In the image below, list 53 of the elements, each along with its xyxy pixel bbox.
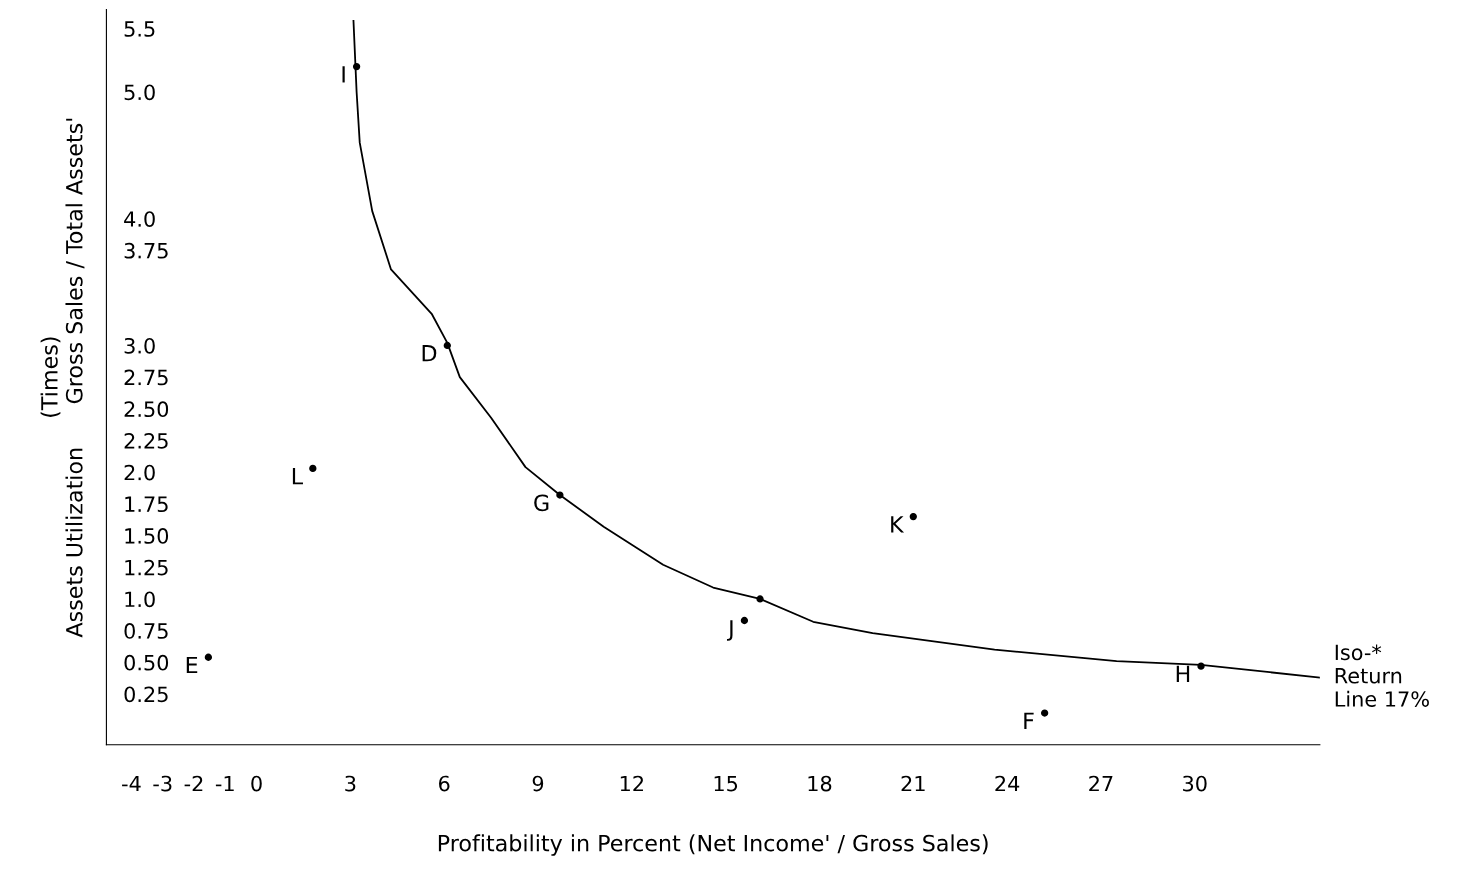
y-tick-label: 2.75 <box>124 369 168 386</box>
x-tick-label: 27 <box>1089 775 1113 792</box>
annotation: H <box>1176 665 1190 682</box>
y-tick-label: 5.5 <box>124 21 155 37</box>
x-tick-label: 18 <box>808 775 832 792</box>
annotation: J <box>726 620 733 641</box>
y-tick-label: 2.0 <box>124 464 155 481</box>
x-tick-label: 12 <box>620 775 643 792</box>
point <box>740 616 749 625</box>
annotation: G <box>534 494 549 512</box>
x-tick-label: 24 <box>995 775 1020 792</box>
x-tick-label: -1 <box>215 775 234 792</box>
annotation: K <box>891 516 905 533</box>
y-tick-label: 0.50 <box>124 654 169 671</box>
y-tick-label: 2.25 <box>124 432 168 449</box>
point <box>443 341 451 350</box>
y-tick-label: 0.75 <box>124 623 168 639</box>
y-tick-label: 0.25 <box>124 686 168 703</box>
x-tick-label: 30 <box>1183 775 1207 792</box>
x-tick-label: -4 <box>122 775 141 792</box>
y-tick-label: 1.50 <box>125 528 169 544</box>
x-tick-label: 21 <box>901 775 925 792</box>
annotation: Iso-* Return Line 17% <box>1335 644 1429 707</box>
annotation: F <box>1024 712 1034 729</box>
x-tick-label: 3 <box>345 775 356 792</box>
y-tick-label: 1.25 <box>125 559 168 576</box>
point <box>1041 709 1049 717</box>
x-tick-label: 6 <box>439 775 450 792</box>
annotation: D <box>422 345 437 362</box>
y-tick-label: 3.75 <box>124 242 168 259</box>
y-tick-label: 3.0 <box>124 337 155 354</box>
annotation: I <box>342 66 345 83</box>
x-tick-label: 0 <box>251 775 262 792</box>
y-axis-title: (Times) Assets Utilization Gross Sales / Total Assets' <box>40 118 85 638</box>
x-axis-title: Profitability in Percent (Net Income' / Gross Sales) <box>438 834 988 856</box>
y-tick-label: 1.75 <box>125 496 168 513</box>
annotation: L <box>292 468 303 485</box>
x-tick-label: -3 <box>153 775 172 792</box>
point <box>1197 662 1205 670</box>
x-tick-label: 9 <box>532 775 544 792</box>
point <box>909 512 917 521</box>
point <box>556 491 564 499</box>
y-tick-label: 1.0 <box>125 591 155 608</box>
x-tick-label: -2 <box>184 775 203 792</box>
y-tick-label: 4.0 <box>124 211 155 227</box>
point <box>204 653 213 661</box>
y-tick-label: 2.50 <box>124 401 169 418</box>
x-tick-label: 15 <box>714 775 738 792</box>
point <box>352 62 361 71</box>
annotation: E <box>186 656 198 674</box>
point <box>756 595 764 603</box>
y-tick-label: 5.0 <box>124 84 155 101</box>
point <box>309 464 317 473</box>
